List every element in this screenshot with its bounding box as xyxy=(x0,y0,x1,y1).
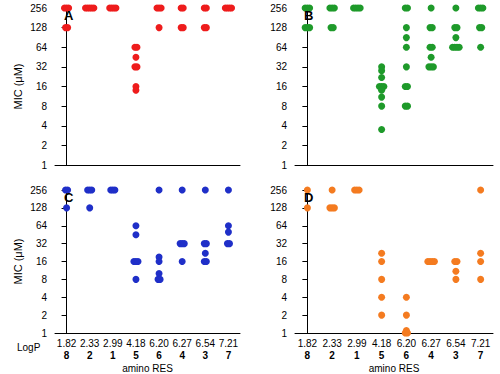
svg-text:6.54: 6.54 xyxy=(196,338,216,349)
svg-text:64: 64 xyxy=(276,220,288,231)
svg-text:256: 256 xyxy=(270,185,287,196)
svg-text:4: 4 xyxy=(428,350,434,361)
svg-text:6.27: 6.27 xyxy=(172,338,192,349)
svg-text:7.21: 7.21 xyxy=(219,338,239,349)
svg-text:1.82: 1.82 xyxy=(298,338,318,349)
svg-text:LogP: LogP xyxy=(17,342,41,353)
svg-text:2.99: 2.99 xyxy=(103,338,123,349)
svg-text:amino RES: amino RES xyxy=(369,363,420,374)
svg-text:16: 16 xyxy=(276,81,288,92)
svg-text:8: 8 xyxy=(41,274,47,285)
svg-text:8: 8 xyxy=(305,350,311,361)
svg-text:MIC (μM): MIC (μM) xyxy=(12,238,24,284)
svg-text:2: 2 xyxy=(281,140,287,151)
svg-text:1: 1 xyxy=(281,328,287,339)
svg-text:1: 1 xyxy=(110,350,116,361)
svg-text:16: 16 xyxy=(36,81,48,92)
svg-text:1: 1 xyxy=(354,350,360,361)
svg-text:4: 4 xyxy=(281,292,287,303)
svg-text:4: 4 xyxy=(41,120,47,131)
svg-text:32: 32 xyxy=(36,61,48,72)
svg-text:8: 8 xyxy=(41,101,47,112)
svg-text:C: C xyxy=(64,190,74,205)
svg-text:128: 128 xyxy=(270,202,287,213)
svg-text:128: 128 xyxy=(30,22,47,33)
svg-text:32: 32 xyxy=(36,238,48,249)
svg-text:5: 5 xyxy=(133,350,139,361)
svg-text:256: 256 xyxy=(30,3,47,14)
svg-text:4.18: 4.18 xyxy=(126,338,146,349)
svg-text:256: 256 xyxy=(30,185,47,196)
svg-text:8: 8 xyxy=(281,101,287,112)
svg-text:2.33: 2.33 xyxy=(80,338,100,349)
svg-text:16: 16 xyxy=(36,256,48,267)
svg-text:2: 2 xyxy=(41,140,47,151)
svg-text:3: 3 xyxy=(453,350,459,361)
svg-text:2.33: 2.33 xyxy=(322,338,342,349)
svg-text:2: 2 xyxy=(329,350,335,361)
svg-text:7.21: 7.21 xyxy=(471,338,491,349)
svg-text:4: 4 xyxy=(41,292,47,303)
svg-text:256: 256 xyxy=(270,3,287,14)
svg-text:6: 6 xyxy=(404,350,410,361)
svg-text:8: 8 xyxy=(64,350,70,361)
svg-text:6.27: 6.27 xyxy=(421,338,441,349)
svg-text:8: 8 xyxy=(281,274,287,285)
svg-text:2.99: 2.99 xyxy=(347,338,367,349)
svg-text:64: 64 xyxy=(276,42,288,53)
svg-text:amino RES: amino RES xyxy=(122,363,173,374)
svg-text:6.20: 6.20 xyxy=(149,338,169,349)
svg-text:3: 3 xyxy=(203,350,209,361)
svg-text:MIC (μM): MIC (μM) xyxy=(12,63,24,109)
svg-text:1: 1 xyxy=(41,328,47,339)
svg-text:6.54: 6.54 xyxy=(446,338,466,349)
svg-text:7: 7 xyxy=(226,350,232,361)
svg-text:1.82: 1.82 xyxy=(57,338,77,349)
svg-text:2: 2 xyxy=(281,310,287,321)
svg-text:32: 32 xyxy=(276,61,288,72)
svg-text:128: 128 xyxy=(30,202,47,213)
svg-text:4: 4 xyxy=(281,120,287,131)
svg-text:2: 2 xyxy=(41,310,47,321)
svg-text:7: 7 xyxy=(478,350,484,361)
svg-text:6.20: 6.20 xyxy=(397,338,417,349)
svg-text:1: 1 xyxy=(281,160,287,171)
svg-text:2: 2 xyxy=(87,350,93,361)
svg-text:32: 32 xyxy=(276,238,288,249)
svg-text:1: 1 xyxy=(41,160,47,171)
svg-text:6: 6 xyxy=(156,350,162,361)
svg-text:128: 128 xyxy=(270,22,287,33)
svg-text:5: 5 xyxy=(379,350,385,361)
svg-text:64: 64 xyxy=(36,220,48,231)
svg-text:16: 16 xyxy=(276,256,288,267)
svg-text:4: 4 xyxy=(179,350,185,361)
svg-text:B: B xyxy=(304,8,313,23)
svg-text:D: D xyxy=(304,190,313,205)
svg-text:4.18: 4.18 xyxy=(372,338,392,349)
svg-text:A: A xyxy=(64,8,74,23)
svg-text:64: 64 xyxy=(36,42,48,53)
